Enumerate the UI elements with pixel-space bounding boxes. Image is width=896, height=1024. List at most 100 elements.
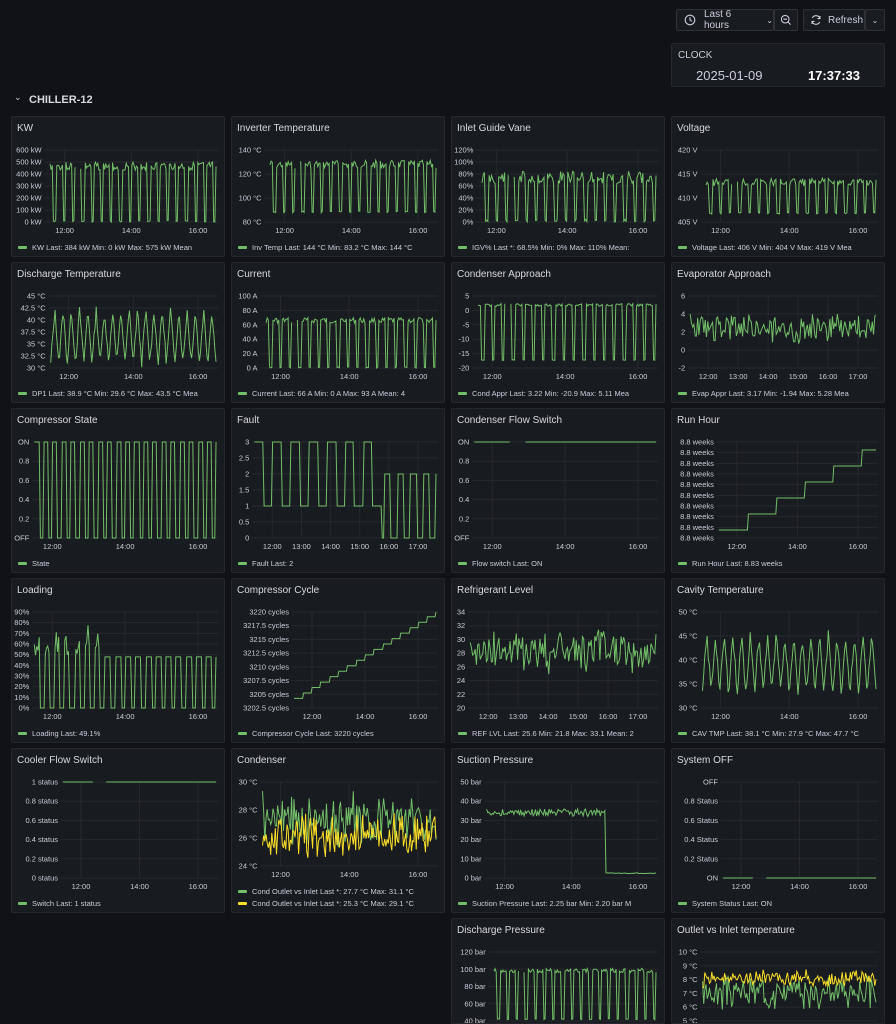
legend-item[interactable]: Compressor Cycle Last: 3220 cycles — [238, 729, 374, 738]
y-tick-label: 2 — [681, 328, 685, 337]
legend-item[interactable]: Inv Temp Last: 144 °C Min: 83.2 °C Max: … — [238, 243, 413, 252]
legend-item[interactable]: REF LVL Last: 25.6 Min: 21.8 Max: 33.1 M… — [458, 729, 634, 738]
series-line-0 — [702, 974, 877, 1010]
panel-run_hour[interactable]: Run Hour 8.8 weeks 8.8 weeks 8.8 weeks 8.8 w… — [671, 408, 885, 573]
panel-fault[interactable]: Fault 3 2.5 2 1.5 1 0.5 0 12:00 13:00 14:00 15:00 16… — [231, 408, 445, 573]
y-tick-label: 50 bar — [460, 778, 482, 787]
y-tick-label: OFF — [454, 534, 469, 543]
y-tick-label: 0 status — [32, 874, 59, 883]
panel-cavity_temp[interactable]: Cavity Temperature 50 °C 45 °C 40 °C 35 °C 30… — [671, 578, 885, 743]
y-tick-label: 8.8 weeks — [680, 523, 714, 532]
y-tick-label: 10% — [14, 693, 29, 702]
y-tick-label: 30 °C — [27, 364, 46, 373]
y-tick-label: 80 bar — [464, 982, 486, 991]
legend-item[interactable]: Cond Outlet vs Inlet Last *: 25.3 °C Max… — [238, 899, 414, 908]
x-tick-label: 12:00 — [487, 226, 506, 235]
y-tick-label: -20 — [458, 364, 469, 373]
x-tick-label: 12:00 — [72, 882, 91, 891]
panel-cond_flow[interactable]: Condenser Flow Switch ON 0.8 0.6 0.4 0.2 OFF 12… — [451, 408, 665, 573]
series-line-0 — [34, 441, 217, 539]
y-tick-label: 42.5 °C — [21, 304, 47, 313]
y-tick-label: 405 V — [678, 218, 698, 227]
y-tick-label: 40% — [458, 194, 473, 203]
y-tick-label: 0.6 Status — [684, 816, 718, 825]
y-tick-label: 10 °C — [679, 948, 698, 957]
legend-item[interactable]: Voltage Last: 406 V Min: 404 V Max: 419 … — [678, 243, 852, 252]
y-tick-label: 7 °C — [683, 989, 698, 998]
panel-dis_p[interactable]: Discharge Pressure 120 bar 100 bar 80 bar 60… — [451, 918, 665, 1024]
panel-voltage[interactable]: Voltage 420 V 415 V 410 V 405 V 12:00 14:00 16:… — [671, 116, 885, 257]
legend-item[interactable]: Run Hour Last: 8.83 weeks — [678, 559, 782, 568]
panel-current[interactable]: Current 100 A 80 A 60 A 40 A 20 A 0 A 12:00 14:0… — [231, 262, 445, 403]
panel-refr_level[interactable]: Refrigerant Level 34 32 30 28 26 24 22 20 12:00 13… — [451, 578, 665, 743]
y-tick-label: 60 A — [242, 320, 257, 329]
legend-item[interactable]: CAV TMP Last: 38.1 °C Min: 27.9 °C Max: … — [678, 729, 859, 738]
y-tick-label: 100 A — [238, 292, 257, 301]
y-tick-label: 400 kW — [16, 170, 42, 179]
panel-condenser[interactable]: Condenser 30 °C 28 °C 26 °C 24 °C 12:00 14:00 1… — [231, 748, 445, 913]
x-tick-label: 14:00 — [759, 372, 778, 381]
legend-item[interactable]: IGV% Last *: 68.5% Min: 0% Max: 110% Mea… — [458, 243, 629, 252]
legend-item[interactable]: DP1 Last: 38.9 °C Min: 29.6 °C Max: 43.5… — [18, 389, 198, 398]
panel-outlet_inlet[interactable]: Outlet vs Inlet temperature 10 °C 9 °C 8 °C… — [671, 918, 885, 1024]
legend-item[interactable]: Fault Last: 2 — [238, 559, 293, 568]
panel-evap_app[interactable]: Evaporator Approach 6 4 2 0 -2 12:00 13:00 14:00… — [671, 262, 885, 403]
legend-item[interactable]: KW Last: 384 kW Min: 0 kW Max: 575 kW Me… — [18, 243, 192, 252]
panel-title: Fault — [237, 415, 260, 426]
time-range-picker[interactable]: Last 6 hours ⌄ — [676, 9, 774, 31]
legend-item[interactable]: Cond Appr Last: 3.22 Min: -20.9 Max: 5.1… — [458, 389, 629, 398]
chart-svg: 1 status 0.8 status 0.6 status 0.4 status 0.… — [25, 778, 218, 891]
panel-igv[interactable]: Inlet Guide Vane 120% 100% 80% 60% 40% 20% 0% 12… — [451, 116, 665, 257]
panel-loading[interactable]: Loading 90% 80% 70% 60% 50% 40% 30% 20% 10% 0% 12:0… — [11, 578, 225, 743]
refresh-interval-dropdown[interactable]: ⌄ — [865, 9, 885, 31]
panel-title: Discharge Temperature — [17, 269, 121, 280]
x-tick-label: 14:00 — [780, 226, 799, 235]
y-tick-label: 30 — [457, 635, 465, 644]
legend-text: REF LVL Last: 25.6 Min: 21.8 Max: 33.1 M… — [472, 729, 634, 738]
panel-comp_cycle[interactable]: Compressor Cycle 3220 cycles 3217.5 cycles… — [231, 578, 445, 743]
legend-item[interactable]: System Status Last: ON — [678, 899, 772, 908]
chart-svg: 420 V 415 V 410 V 405 V 12:00 14:00 16:00 — [678, 146, 878, 235]
zoom-out-button[interactable] — [774, 9, 798, 31]
y-tick-label: 8 °C — [683, 975, 698, 984]
x-tick-label: 16:00 — [819, 372, 838, 381]
refresh-button[interactable]: Refresh — [803, 9, 865, 31]
panel-title: Refrigerant Level — [457, 585, 534, 596]
legend-item[interactable]: Suction Pressure Last: 2.25 bar Min: 2.2… — [458, 899, 631, 908]
panel-dis_temp[interactable]: Discharge Temperature 45 °C 42.5 °C 40 °C 37… — [11, 262, 225, 403]
y-tick-label: 8.8 weeks — [680, 491, 714, 500]
panel-title: System OFF — [677, 755, 734, 766]
x-tick-label: 14:00 — [116, 542, 135, 551]
legend-text: Fault Last: 2 — [252, 559, 294, 568]
legend-swatch — [18, 732, 27, 735]
y-tick-label: 80 °C — [243, 218, 262, 227]
y-tick-label: OFF — [14, 534, 29, 543]
legend-text: Compressor Cycle Last: 3220 cycles — [252, 729, 374, 738]
y-tick-label: 420 V — [678, 146, 698, 155]
x-tick-label: 16:00 — [629, 542, 648, 551]
panel-title: Discharge Pressure — [457, 925, 545, 936]
y-tick-label: 100 bar — [460, 965, 486, 974]
y-tick-label: 0 — [465, 306, 469, 315]
legend-text: Inv Temp Last: 144 °C Min: 83.2 °C Max: … — [252, 243, 413, 252]
legend-item[interactable]: Cond Outlet vs Inlet Last *: 27.7 °C Max… — [238, 887, 414, 896]
y-tick-label: 8.8 weeks — [680, 512, 714, 521]
panel-cond_app[interactable]: Condenser Approach 5 0 -5 -10 -15 -20 12:00 14:0… — [451, 262, 665, 403]
y-tick-label: 0.4 — [459, 495, 469, 504]
x-tick-label: 16:00 — [189, 712, 208, 721]
legend-item[interactable]: Evap Appr Last: 3.17 Min: -1.94 Max: 5.2… — [678, 389, 849, 398]
panel-system_off[interactable]: System OFF OFF 0.8 Status 0.6 Status 0.4 Sta… — [671, 748, 885, 913]
legend-item[interactable]: Switch Last: 1 status — [18, 899, 101, 908]
legend-item[interactable]: State — [18, 559, 50, 568]
series-line-0 — [469, 629, 657, 675]
legend-item[interactable]: Loading Last: 49.1% — [18, 729, 100, 738]
panel-comp_state[interactable]: Compressor State ON 0.8 0.6 0.4 0.2 OFF 12:00 14… — [11, 408, 225, 573]
panel-kw[interactable]: KW 600 kW 500 kW 400 kW 300 kW 200 kW 100 kW 0 … — [11, 116, 225, 257]
legend-item[interactable]: Flow switch Last: ON — [458, 559, 542, 568]
legend-text: KW Last: 384 kW Min: 0 kW Max: 575 kW Me… — [32, 243, 193, 252]
panel-inv_temp[interactable]: Inverter Temperature 140 °C 120 °C 100 °C 80… — [231, 116, 445, 257]
panel-suction_p[interactable]: Suction Pressure 50 bar 40 bar 30 bar 20 bar… — [451, 748, 665, 913]
panel-cooler_flow[interactable]: Cooler Flow Switch 1 status 0.8 status 0.6 … — [11, 748, 225, 913]
legend-item[interactable]: Current Last: 66 A Min: 0 A Max: 93 A Me… — [238, 389, 405, 398]
